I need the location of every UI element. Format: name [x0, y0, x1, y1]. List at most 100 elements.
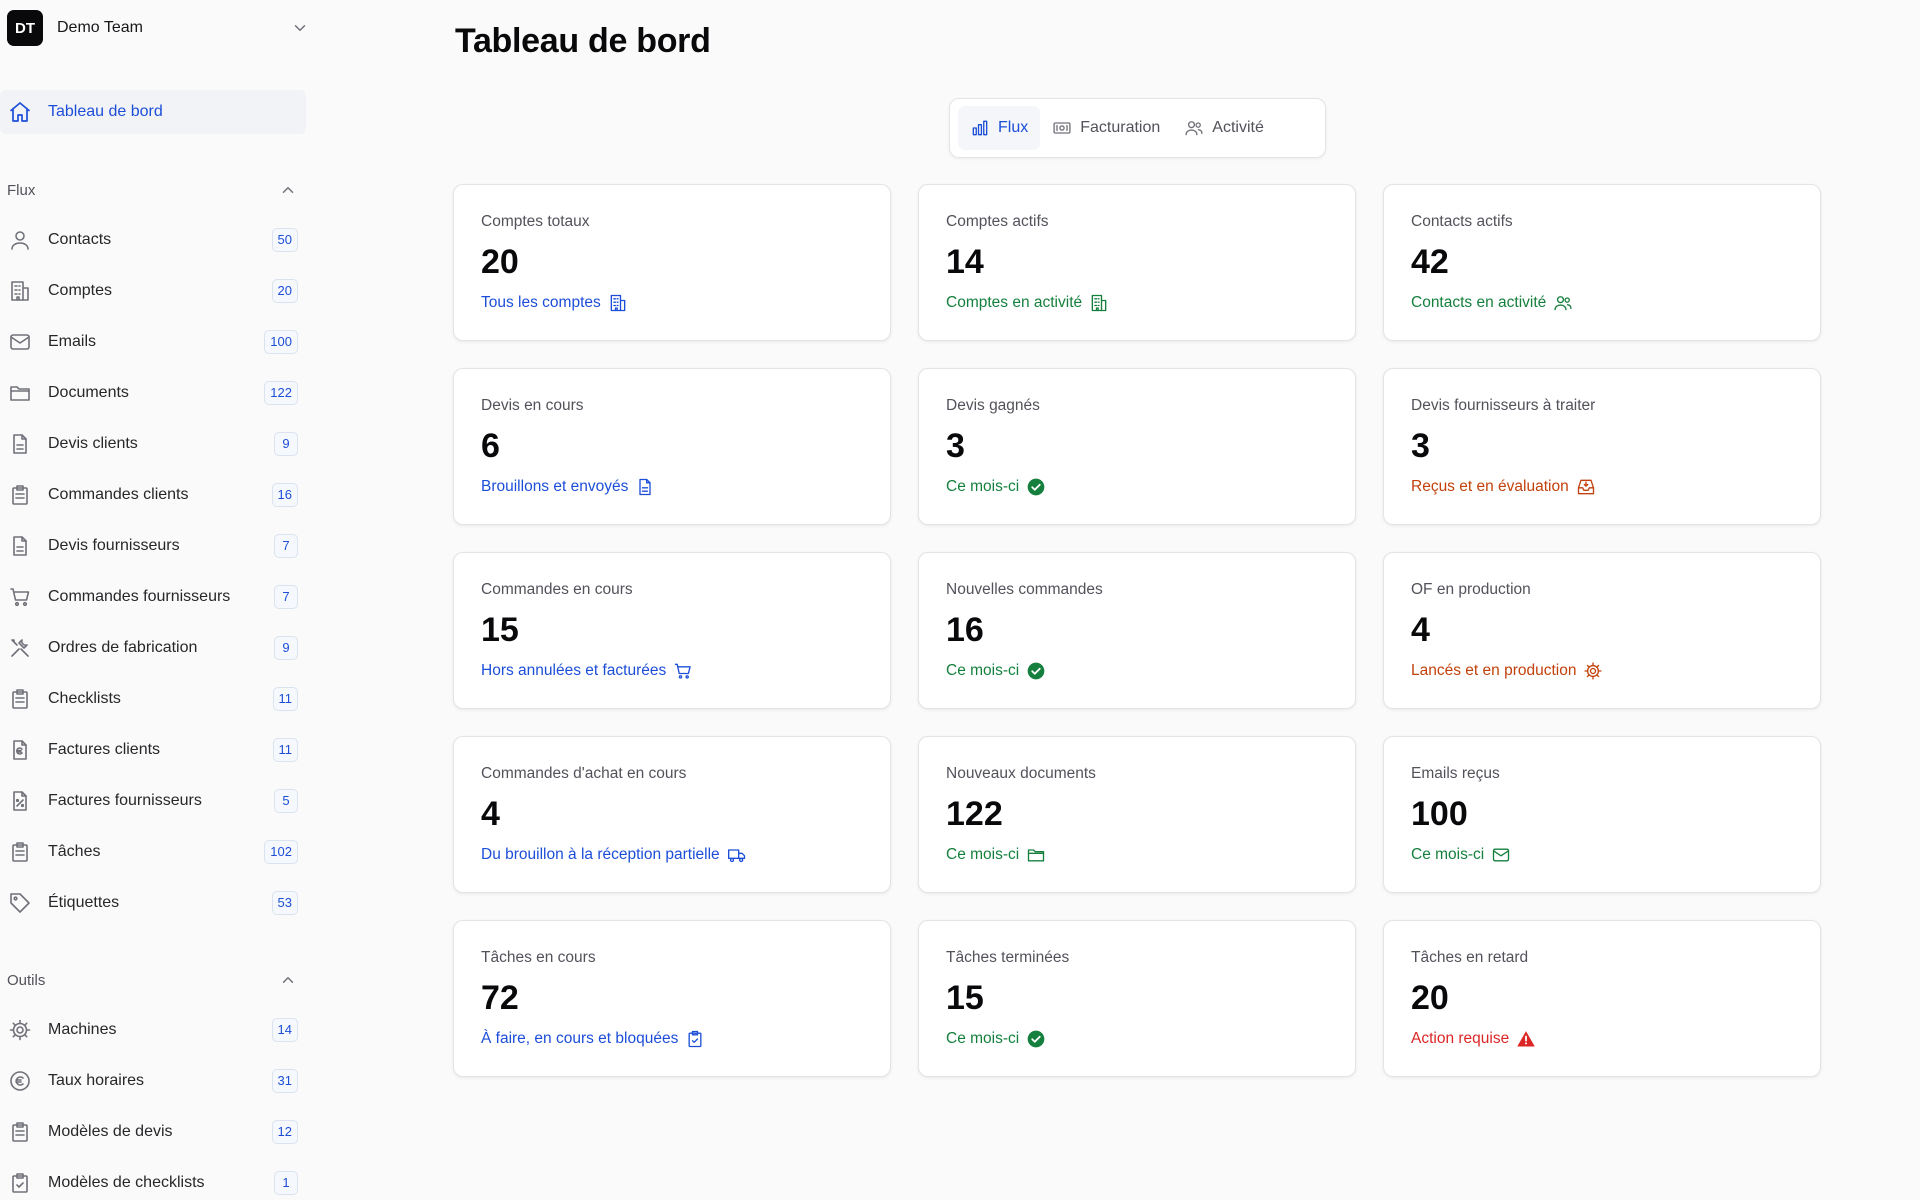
stat-card-commandes-d-achat-en-cours[interactable]: Commandes d'achat en cours 4 Du brouillon … — [453, 736, 891, 893]
count-badge: 31 — [271, 1068, 298, 1093]
inbox-icon — [1576, 477, 1596, 497]
sidebar-item-devis-fournisseurs[interactable]: Devis fournisseurs 7 — [0, 520, 306, 571]
sidebar-item-etiquettes[interactable]: Étiquettes 53 — [0, 877, 306, 928]
stat-card-comptes-actifs[interactable]: Comptes actifs 14 Comptes en activité — [918, 184, 1356, 341]
stat-card-nouvelles-commandes[interactable]: Nouvelles commandes 16 Ce mois-ci — [918, 552, 1356, 709]
stat-card-taches-en-retard[interactable]: Tâches en retard 20 Action requise — [1383, 920, 1821, 1077]
card-title: Nouvelles commandes — [946, 581, 1103, 598]
sidebar-item-ordres-de-fabrication[interactable]: Ordres de fabrication 9 — [0, 622, 306, 673]
sidebar-item-documents[interactable]: Documents 122 — [0, 367, 306, 418]
card-value: 20 — [481, 243, 519, 281]
count-badge: 50 — [271, 227, 298, 252]
tab-flux[interactable]: Flux — [958, 106, 1041, 150]
invoice-euro-icon — [8, 738, 32, 762]
stat-card-nouveaux-documents[interactable]: Nouveaux documents 122 Ce mois-ci — [918, 736, 1356, 893]
card-title: Tâches en cours — [481, 949, 596, 966]
sidebar-item-checklists[interactable]: Checklists 11 — [0, 673, 306, 724]
file-icon — [8, 432, 32, 456]
stat-card-taches-en-cours[interactable]: Tâches en cours 72 À faire, en cours et bl… — [453, 920, 891, 1077]
sidebar-item-factures-clients[interactable]: Factures clients 11 — [0, 724, 306, 775]
check-circle-icon — [1026, 1029, 1046, 1049]
card-title: Devis fournisseurs à traiter — [1411, 397, 1596, 414]
sidebar-item-label: Modèles de devis — [48, 1122, 173, 1140]
count-badge: 9 — [274, 635, 298, 660]
card-subtitle-row: Du brouillon à la réception partielle — [481, 845, 863, 865]
card-value: 3 — [1411, 427, 1430, 465]
tab-facturation[interactable]: Facturation — [1040, 106, 1172, 150]
card-value: 4 — [1411, 611, 1430, 649]
sidebar: DT Demo Team Tableau de bord Flux Contac… — [0, 0, 316, 1200]
cart-icon — [673, 661, 693, 681]
sidebar-item-label: Contacts — [48, 230, 112, 248]
tab-label: Flux — [998, 119, 1029, 136]
sidebar-item-commandes-fournisseurs[interactable]: Commandes fournisseurs 7 — [0, 571, 306, 622]
card-value: 6 — [481, 427, 500, 465]
chevron-up-icon — [279, 971, 297, 989]
clipboard-icon — [8, 483, 32, 507]
sidebar-item-comptes[interactable]: Comptes 20 — [0, 265, 306, 316]
mail-icon — [1491, 845, 1511, 865]
clipboard-check-icon — [8, 1171, 32, 1195]
section-label: Outils — [7, 971, 46, 989]
sidebar-item-modeles-de-devis[interactable]: Modèles de devis 12 — [0, 1106, 306, 1157]
card-title: Devis en cours — [481, 397, 584, 414]
tab-label: Activité — [1212, 119, 1264, 136]
sidebar-item-label: Taux horaires — [48, 1071, 145, 1089]
clipboard-icon — [8, 840, 32, 864]
card-subtitle-row: Contacts en activité — [1411, 293, 1793, 313]
check-circle-icon — [1026, 661, 1046, 681]
stat-card-of-en-production[interactable]: OF en production 4 Lancés et en production — [1383, 552, 1821, 709]
sidebar-item-contacts[interactable]: Contacts 50 — [0, 214, 306, 265]
folder-icon — [8, 381, 32, 405]
page-title: Tableau de bord — [455, 22, 711, 60]
sidebar-item-factures-fournisseurs[interactable]: Factures fournisseurs 5 — [0, 775, 306, 826]
card-subtitle-row: Lancés et en production — [1411, 661, 1793, 681]
card-subtitle-row: Tous les comptes — [481, 293, 863, 313]
card-title: Devis gagnés — [946, 397, 1040, 414]
card-subtitle-row: Ce mois-ci — [946, 477, 1328, 497]
card-subtitle-row: Reçus et en évaluation — [1411, 477, 1793, 497]
card-subtitle: Ce mois-ci — [946, 1030, 1020, 1047]
section-header-outils[interactable]: Outils — [7, 968, 297, 992]
card-title: Tâches terminées — [946, 949, 1070, 966]
sidebar-item-label: Comptes — [48, 281, 113, 299]
gear-icon — [1583, 661, 1603, 681]
card-value: 122 — [946, 795, 1003, 833]
team-switcher[interactable]: DT Demo Team — [7, 10, 309, 46]
sidebar-item-label: Emails — [48, 332, 97, 350]
sidebar-item-commandes-clients[interactable]: Commandes clients 16 — [0, 469, 306, 520]
stat-card-taches-terminees[interactable]: Tâches terminées 15 Ce mois-ci — [918, 920, 1356, 1077]
sidebar-item-taches[interactable]: Tâches 102 — [0, 826, 306, 877]
sidebar-item-taux-horaires[interactable]: Taux horaires 31 — [0, 1055, 306, 1106]
stat-card-contacts-actifs[interactable]: Contacts actifs 42 Contacts en activité — [1383, 184, 1821, 341]
sidebar-item-dashboard[interactable]: Tableau de bord — [0, 90, 306, 134]
card-subtitle-row: Ce mois-ci — [946, 845, 1328, 865]
stat-card-devis-fournisseurs-a-traiter[interactable]: Devis fournisseurs à traiter 3 Reçus et en… — [1383, 368, 1821, 525]
count-badge: 16 — [271, 482, 298, 507]
stat-card-comptes-totaux[interactable]: Comptes totaux 20 Tous les comptes — [453, 184, 891, 341]
count-badge: 11 — [272, 737, 298, 762]
gear-icon — [8, 1018, 32, 1042]
card-subtitle-row: Ce mois-ci — [946, 661, 1328, 681]
card-subtitle-row: Ce mois-ci — [946, 1029, 1328, 1049]
count-badge: 7 — [274, 533, 298, 558]
tab-activite[interactable]: Activité — [1172, 106, 1276, 150]
card-subtitle-row: Action requise — [1411, 1029, 1793, 1049]
stat-card-devis-gagnes[interactable]: Devis gagnés 3 Ce mois-ci — [918, 368, 1356, 525]
sidebar-item-emails[interactable]: Emails 100 — [0, 316, 306, 367]
section-header-flux[interactable]: Flux — [7, 178, 297, 202]
card-value: 4 — [481, 795, 500, 833]
card-subtitle: Lancés et en production — [1411, 662, 1577, 679]
sidebar-item-label: Tableau de bord — [48, 103, 163, 120]
stat-card-devis-en-cours[interactable]: Devis en cours 6 Brouillons et envoyés — [453, 368, 891, 525]
sidebar-item-modeles-de-checklists[interactable]: Modèles de checklists 1 — [0, 1157, 306, 1200]
stat-card-emails-recus[interactable]: Emails reçus 100 Ce mois-ci — [1383, 736, 1821, 893]
tab-label: Facturation — [1080, 119, 1161, 136]
card-title: Contacts actifs — [1411, 213, 1513, 230]
bar-chart-icon — [970, 118, 990, 138]
stat-card-commandes-en-cours[interactable]: Commandes en cours 15 Hors annulées et fac… — [453, 552, 891, 709]
sidebar-item-devis-clients[interactable]: Devis clients 9 — [0, 418, 306, 469]
sidebar-item-machines[interactable]: Machines 14 — [0, 1004, 306, 1055]
count-badge: 7 — [274, 584, 298, 609]
users-icon — [1553, 293, 1573, 313]
